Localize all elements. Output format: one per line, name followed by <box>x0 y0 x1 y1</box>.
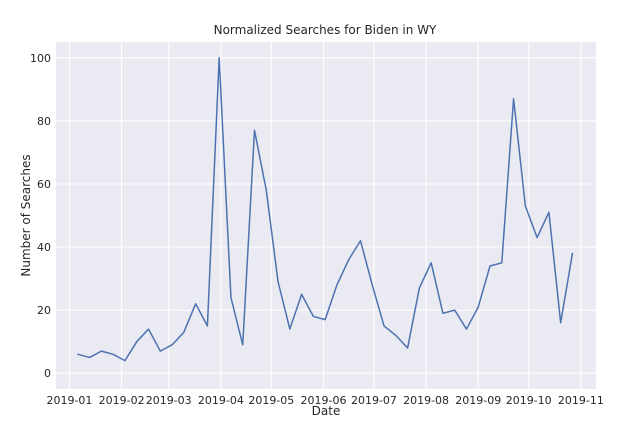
y-tick-label: 100 <box>30 52 51 65</box>
x-tick-label: 2019-01 <box>46 394 92 407</box>
x-axis-ticks: 2019-01 2019-02 2019-03 2019-04 2019-05 2019-… <box>46 394 603 407</box>
x-tick-label: 2019-10 <box>506 394 552 407</box>
y-tick-label: 80 <box>37 115 51 128</box>
y-axis-label: Number of Searches <box>19 154 33 276</box>
grid <box>56 42 596 389</box>
x-axis-label: Date <box>312 404 341 418</box>
y-tick-label: 20 <box>37 304 51 317</box>
x-tick-label: 2019-09 <box>455 394 501 407</box>
x-tick-label: 2019-04 <box>198 394 244 407</box>
plot-area <box>56 42 596 389</box>
x-tick-label: 2019-07 <box>351 394 397 407</box>
series <box>77 57 574 362</box>
x-tick-label: 2019-11 <box>558 394 604 407</box>
chart-title: Normalized Searches for Biden in WY <box>214 23 437 37</box>
y-tick-label: 40 <box>37 241 51 254</box>
x-tick-label: 2019-06 <box>300 394 346 407</box>
x-tick-label: 2019-03 <box>146 394 192 407</box>
x-tick-label: 2019-02 <box>99 394 145 407</box>
y-tick-label: 60 <box>37 178 51 191</box>
y-tick-label: 0 <box>44 367 51 380</box>
x-tick-label: 2019-05 <box>248 394 294 407</box>
x-tick-label: 2019-08 <box>403 394 449 407</box>
series-line <box>77 57 574 362</box>
y-axis-ticks: 0 20 40 60 80 100 <box>30 52 51 380</box>
